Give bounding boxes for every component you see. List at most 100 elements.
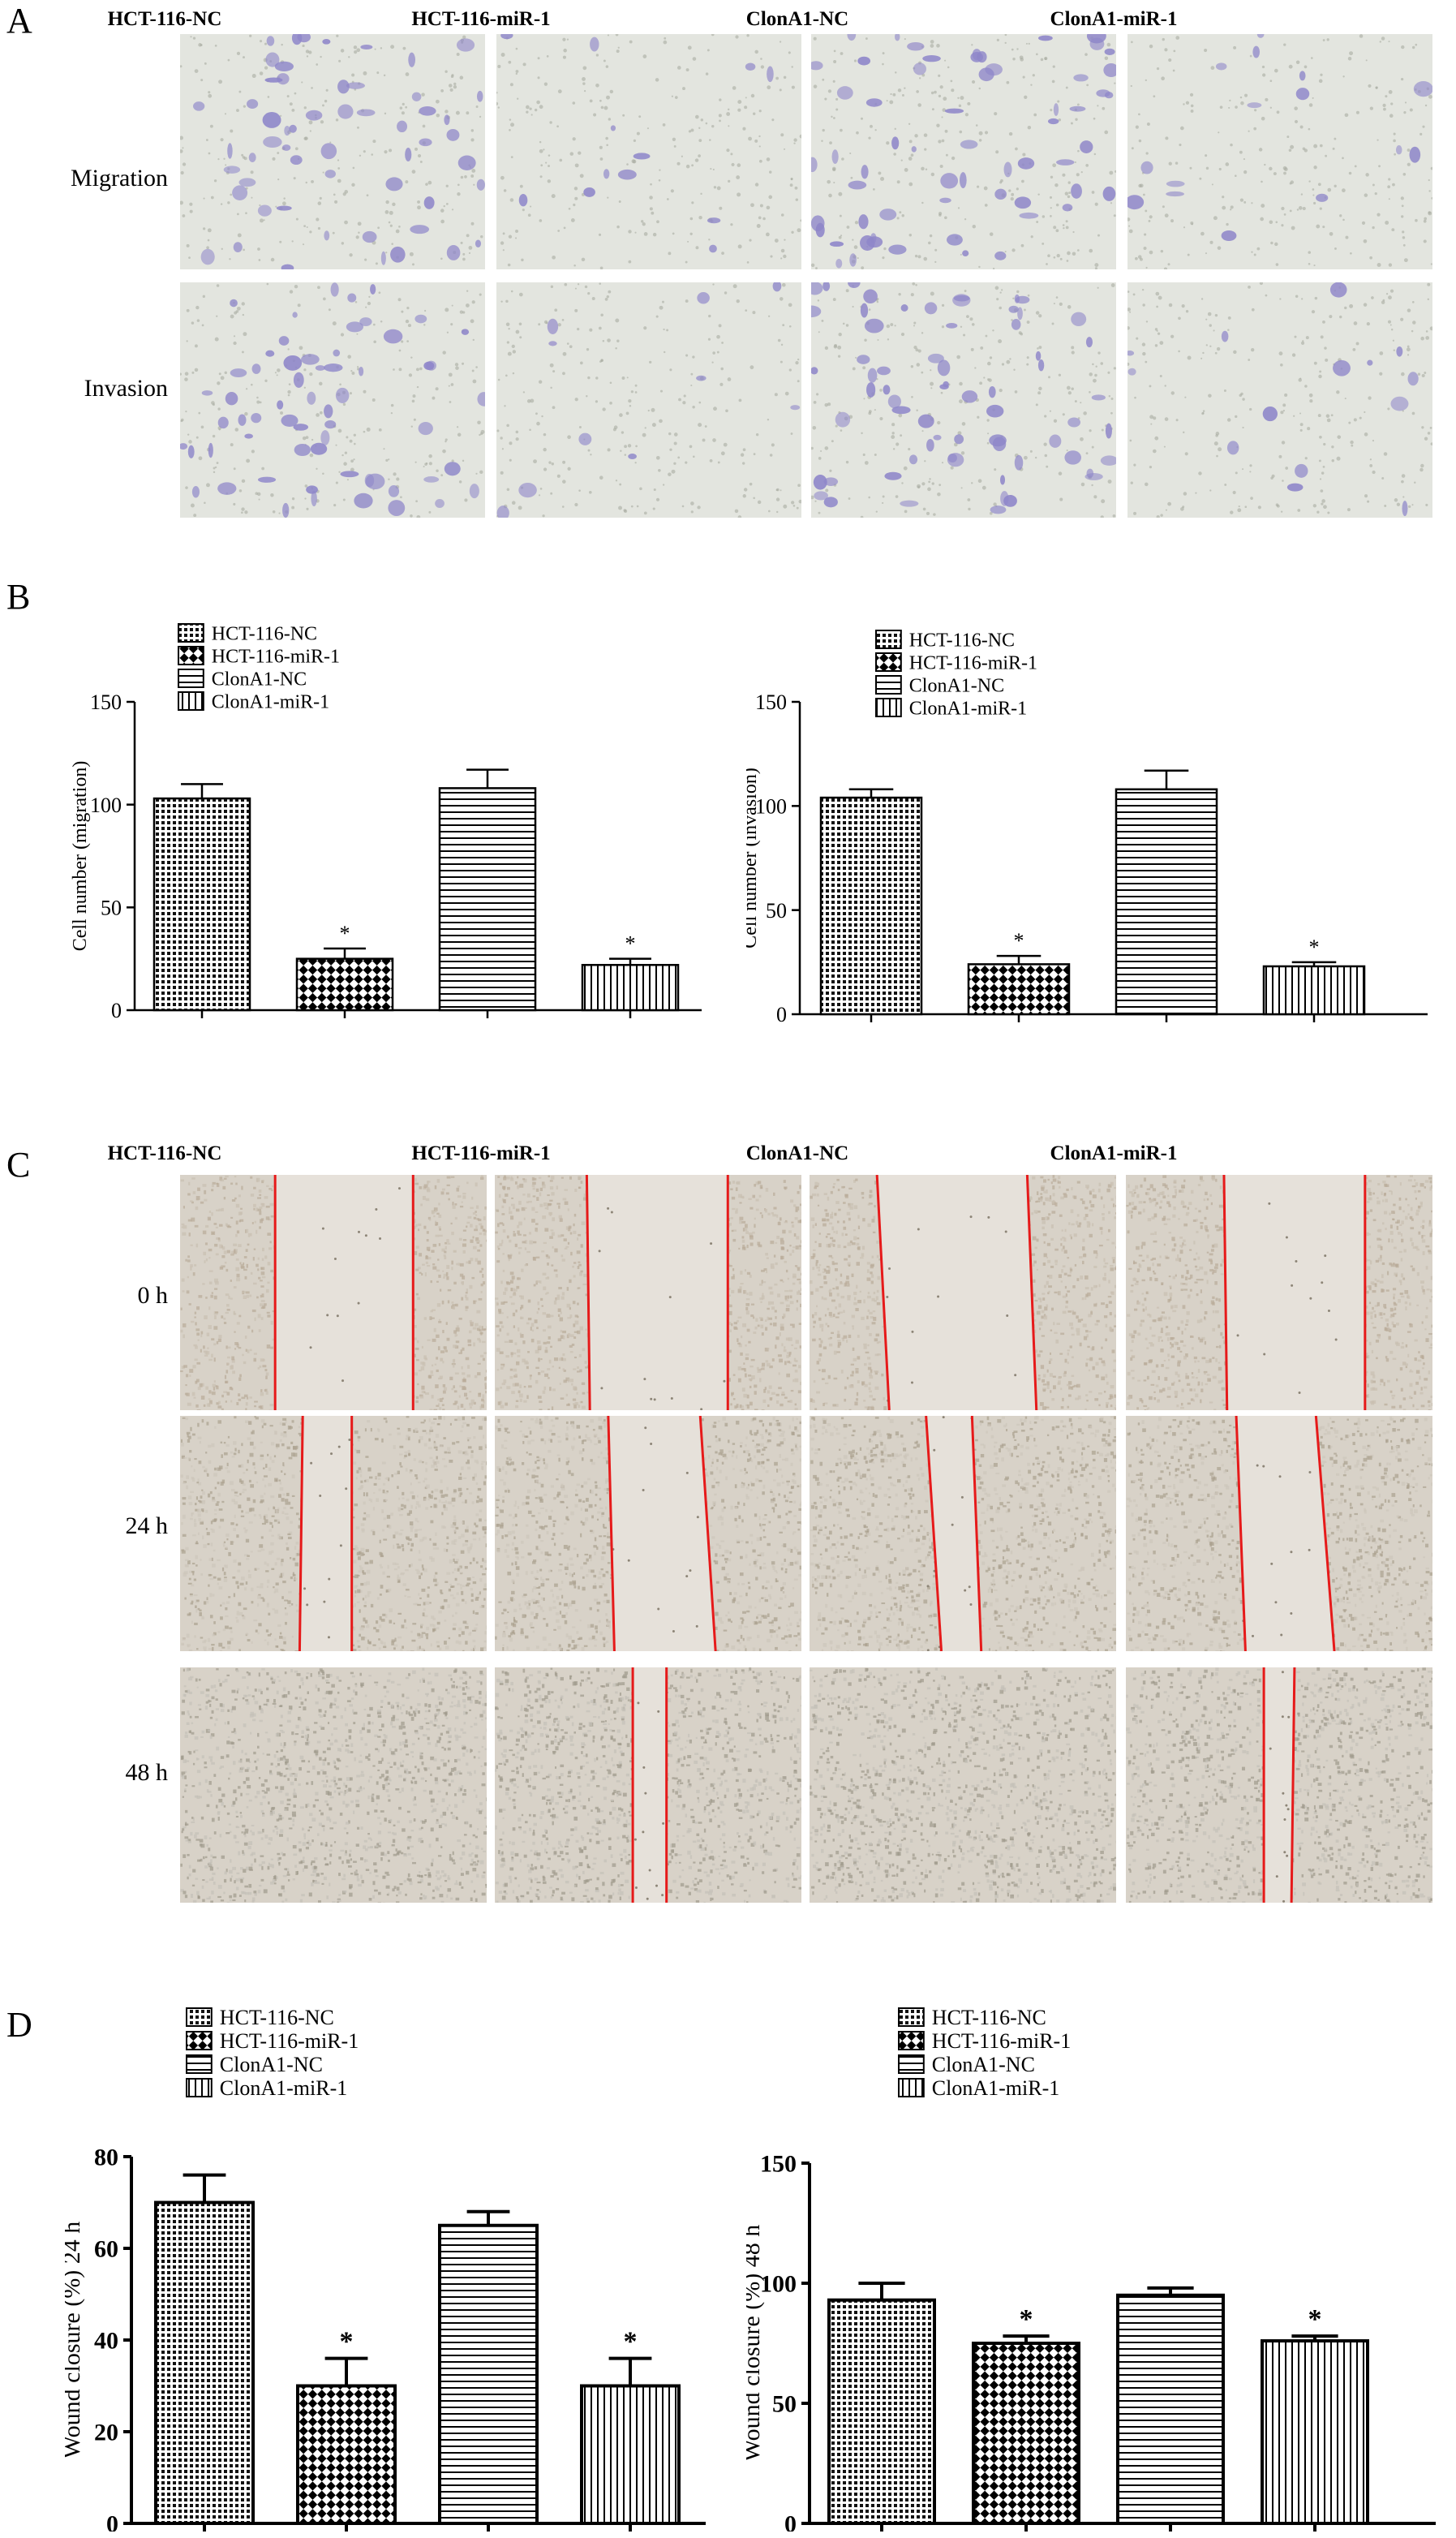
column-header: ClonA1-miR-1 (1050, 1142, 1178, 1164)
bar (1262, 965, 1366, 1016)
row-label-invasion: Invasion (84, 375, 168, 402)
significance-marker: * (1014, 929, 1024, 953)
panel-label-d: D (6, 2005, 32, 2045)
scratch-micrograph (1126, 1416, 1432, 1651)
wound-closure-48h-chart: HCT-116-NCHCT-116-miR-1ClonA1-NCClonA1-m… (746, 2006, 1436, 2532)
y-tick-label: 50 (766, 899, 787, 923)
legend-swatch (178, 623, 204, 643)
legend-swatch (178, 691, 204, 711)
legend-swatch (186, 2007, 213, 2027)
legend-label: ClonA1-NC (932, 2053, 1035, 2076)
bar (295, 957, 394, 1012)
y-tick-label: 100 (90, 794, 122, 817)
legend-swatch (898, 2078, 925, 2097)
significance-marker: * (624, 2327, 638, 2357)
legend-label: ClonA1-NC (909, 675, 1004, 696)
significance-marker: * (625, 932, 636, 956)
significance-marker: * (1020, 2304, 1033, 2334)
y-tick-label: 0 (784, 2511, 797, 2532)
column-header: ClonA1-NC (745, 1142, 849, 1164)
bar (827, 2298, 936, 2525)
panel-label-a: A (6, 1, 32, 41)
legend-label: HCT-116-miR-1 (932, 2029, 1071, 2053)
y-tick-label: 60 (94, 2236, 118, 2263)
significance-marker: * (1309, 936, 1320, 959)
transwell-micrograph (1127, 34, 1432, 269)
bar (1116, 2293, 1225, 2525)
y-tick-label: 100 (755, 794, 787, 818)
scratch-micrograph (810, 1175, 1116, 1410)
row-label-0h: 0 h (137, 1282, 169, 1309)
legend-swatch (186, 2031, 213, 2050)
y-tick-label: 40 (94, 2328, 118, 2355)
y-tick-label: 0 (776, 1003, 787, 1026)
y-tick-label: 0 (111, 999, 122, 1022)
bar (438, 787, 537, 1012)
bar (581, 964, 680, 1012)
y-axis-label: Wound closure (%) 48 h (746, 2225, 765, 2463)
legend-label: ClonA1-miR-1 (212, 691, 329, 712)
y-axis-label: Wound closure (%) 24 h (65, 2222, 85, 2459)
column-header: HCT-116-miR-1 (411, 1142, 551, 1164)
legend-swatch (875, 675, 902, 695)
transwell-micrograph (1127, 282, 1432, 518)
y-tick-label: 150 (760, 2151, 797, 2178)
legend-label: HCT-116-NC (220, 2006, 334, 2029)
bar (1115, 788, 1218, 1016)
significance-marker: * (340, 922, 350, 945)
y-tick-label: 150 (90, 690, 122, 714)
y-axis-label: Cell number (migration) (70, 761, 91, 952)
scratch-micrograph (810, 1416, 1116, 1651)
scratch-micrograph (495, 1175, 801, 1410)
scratch-micrograph (1126, 1667, 1432, 1903)
legend-swatch (898, 2054, 925, 2074)
scratch-micrograph (1126, 1175, 1432, 1410)
transwell-micrograph (811, 282, 1116, 518)
transwell-micrograph (180, 34, 485, 269)
column-header: ClonA1-NC (745, 8, 849, 30)
y-axis-label: Cell number (invasion) (746, 768, 761, 949)
bar (152, 797, 251, 1012)
legend-swatch (898, 2007, 925, 2027)
migration-bar-chart: HCT-116-NCHCT-116-miR-1ClonA1-NCClonA1-m… (70, 623, 702, 1022)
legend-swatch (186, 2078, 213, 2097)
transwell-micrograph (496, 282, 801, 518)
bar (580, 2384, 681, 2525)
legend-swatch (186, 2054, 213, 2074)
y-tick-label: 50 (101, 896, 122, 919)
transwell-micrograph (811, 34, 1116, 269)
legend-label: ClonA1-miR-1 (220, 2076, 347, 2100)
legend-label: HCT-116-NC (212, 623, 317, 644)
y-tick-label: 150 (755, 690, 787, 714)
legend-label: HCT-116-miR-1 (212, 646, 340, 667)
bar (819, 796, 923, 1016)
column-header: HCT-116-NC (107, 1142, 222, 1164)
legend-label: ClonA1-NC (212, 669, 307, 690)
column-header: HCT-116-NC (107, 8, 222, 30)
invasion-bar-chart: HCT-116-NCHCT-116-miR-1ClonA1-NCClonA1-m… (746, 630, 1428, 1026)
legend-swatch (875, 652, 902, 672)
y-tick-label: 80 (94, 2144, 118, 2171)
significance-marker: * (340, 2327, 354, 2357)
row-label-48h: 48 h (125, 1759, 169, 1786)
column-header: HCT-116-miR-1 (411, 8, 551, 30)
legend-label: ClonA1-miR-1 (932, 2076, 1059, 2100)
bar (967, 963, 1071, 1016)
y-tick-label: 50 (772, 2391, 797, 2418)
panel-label-c: C (6, 1145, 31, 1185)
legend-label: HCT-116-NC (932, 2006, 1046, 2029)
scratch-micrograph (180, 1175, 487, 1410)
significance-marker: * (1308, 2304, 1322, 2334)
column-header: ClonA1-miR-1 (1050, 8, 1178, 30)
legend-label: ClonA1-miR-1 (909, 698, 1027, 719)
scratch-micrograph (495, 1667, 801, 1903)
scratch-micrograph (495, 1416, 801, 1651)
legend-swatch (875, 630, 902, 649)
bar (296, 2384, 397, 2525)
legend-label: HCT-116-miR-1 (220, 2029, 359, 2053)
panel-label-b: B (6, 577, 31, 617)
legend-swatch (178, 669, 204, 688)
y-tick-label: 100 (760, 2271, 797, 2298)
transwell-micrograph (496, 34, 801, 269)
scratch-micrograph (810, 1667, 1116, 1903)
